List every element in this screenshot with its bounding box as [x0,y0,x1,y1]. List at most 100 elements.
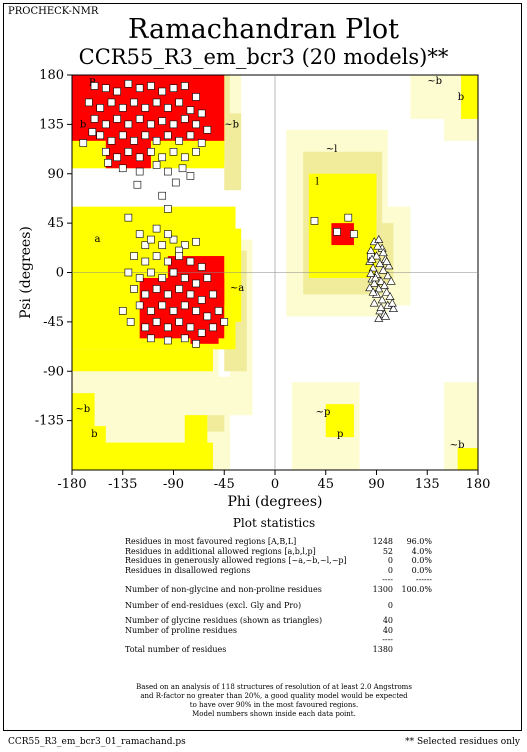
residue-point [186,323,195,332]
residue-point [102,120,110,129]
residue-point [152,285,161,293]
glycine-point [388,304,398,313]
residue-point [175,285,183,293]
stats-title: Plot statistics [232,516,316,530]
stats-dash: ---- [382,575,393,585]
chart-title: Ramachandran Plot [128,14,399,45]
glycine-point [374,284,384,293]
residue-point [130,98,138,107]
region-label: b [458,92,464,103]
axes: -180 -135 -90 -45 0 45 90 135 180 180 135 90 45 0 -45 -… [18,68,490,510]
residue-point [186,172,195,180]
residue-point [175,137,183,145]
residue-point [169,84,178,92]
residue-point [171,178,180,187]
note-line: Model numbers shown inside each data poi… [192,710,356,718]
residue-point [164,167,172,176]
residue-point [203,126,212,134]
residue-point [192,237,200,246]
residue-point [135,301,144,310]
residue-point [118,131,127,140]
stats-dash: ------ [415,575,432,585]
residue-point [126,318,135,326]
residue-point [113,115,121,123]
residue-point [141,290,150,299]
residue-point [107,98,116,107]
residue-point [124,79,133,88]
residue-point [147,268,155,277]
residue-point [152,224,161,233]
stats-label: Number of end-residues (excl. Gly and Pr… [125,600,302,610]
residue-point [169,120,178,129]
residue-point [135,274,144,282]
residue-point [147,235,155,244]
residue-point [164,336,172,345]
residue-point [164,257,172,266]
residue-point [152,252,161,260]
residue-point [169,307,178,315]
residue-point [197,139,206,147]
residue-point [197,329,206,337]
glycine-point [382,256,392,265]
glycine-point [374,313,384,322]
residue-point [186,106,195,114]
allowed-region [184,415,208,443]
residue-point [158,274,167,282]
glycine-point [386,276,396,285]
generous-region [224,113,242,191]
glycine-point [378,248,388,257]
stats-label: Residues in disallowed regions [125,565,251,575]
residue-point [158,191,167,200]
residue-point [113,87,121,96]
x-tick-label: 180 [466,477,491,492]
residue-point [124,213,133,222]
residue-point [158,241,167,249]
y-tick-label: -135 [35,414,64,429]
stats-pct: 100.0% [401,584,432,594]
residue-point [147,307,155,315]
stats-pct: 96.0% [406,537,432,546]
region-label: ~b [427,76,442,87]
residue-point [192,120,200,129]
region-label: ~b [224,120,239,131]
residue-point [152,161,161,169]
residue-point [175,318,183,326]
x-axis-label: Phi (degrees) [228,494,323,510]
x-tick-label: 90 [368,477,385,492]
glycine-point [370,273,380,282]
y-tick-label: 45 [47,216,64,231]
residue-point [102,84,110,92]
residue-point [152,318,161,326]
residue-point [214,307,223,315]
page-frame [3,3,522,731]
glycine-point [378,265,388,274]
residue-point [169,148,178,156]
residue-point [130,285,138,293]
stats-label: Total number of residues [125,644,227,654]
residue-point [124,268,133,277]
x-tick-label: -45 [214,477,235,492]
residue-point [186,257,195,266]
residue-point [141,257,150,266]
glycine-point [368,287,378,296]
residue-point [85,98,93,107]
residue-point [169,235,178,244]
residue-point [209,323,217,332]
stats-count: 0 [387,565,393,575]
note-line: to have over 90% in the most favoured re… [189,701,359,709]
note-line: Based on an analysis of 118 structures o… [136,683,412,691]
residue-point [164,205,172,213]
residue-point [186,131,195,140]
residue-point [135,153,144,162]
residue-point [113,153,121,162]
program-name: PROCHECK-NMR [8,6,99,17]
stats-pct: 4.0% [411,546,432,556]
allowed-region [72,442,213,470]
glycine-point [376,303,386,311]
residue-point [310,217,319,225]
region-labels: Bb~b~bb~lla~a~bb~pp~b [75,76,464,451]
residue-point [197,263,206,271]
y-tick-label: 180 [39,68,64,83]
region-label: a [95,234,101,245]
region-label: ~a [230,283,244,294]
